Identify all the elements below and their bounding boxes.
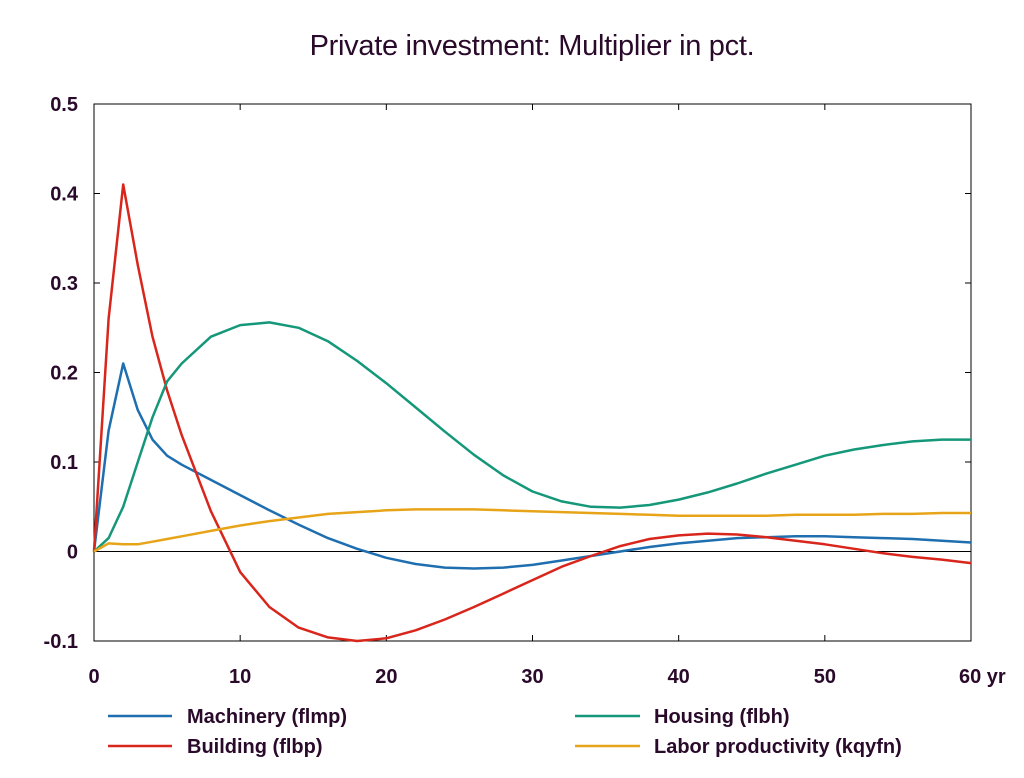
series-line-labor-productivity-kqyfn: [93, 508, 971, 553]
plot-frame: [93, 103, 972, 642]
x-tick-label: 10: [229, 666, 251, 688]
x-tick-label: 50: [814, 666, 836, 688]
y-tick-label: 0.3: [50, 273, 78, 295]
y-axis-ticks: -0.1 0 0.1 0.2 0.3 0.4 0.5: [44, 94, 971, 653]
y-tick-label: 0: [67, 542, 78, 564]
legend: Machinery (flmp) Building (flbp) Housing (…: [108, 706, 902, 758]
y-tick-label: 0.5: [50, 94, 78, 116]
series-line-machinery-flmp: [92, 362, 972, 570]
legend-label: Building (flbp): [187, 736, 323, 758]
x-axis-ticks: 0 10 20 30 40 50 60 yr: [88, 104, 1006, 688]
y-tick-label: 0.1: [50, 452, 78, 474]
legend-label: Machinery (flmp): [187, 706, 347, 728]
chart-title: Private investment: Multiplier in pct.: [309, 30, 755, 62]
y-tick-label: 0.4: [50, 184, 79, 206]
legend-label: Labor productivity (kqyfn): [654, 736, 902, 758]
series-line-housing-flbh: [93, 321, 971, 553]
x-tick-label: 0: [88, 666, 99, 688]
x-tick-label: 30: [521, 666, 543, 688]
series-lines: [92, 183, 972, 643]
x-tick-label: 60 yr: [959, 666, 1006, 688]
y-tick-label: 0.2: [50, 363, 78, 385]
series-line-building-flbp: [92, 183, 972, 643]
x-tick-label: 20: [375, 666, 397, 688]
x-tick-label: 40: [668, 666, 690, 688]
y-tick-label: -0.1: [44, 631, 78, 653]
legend-label: Housing (flbh): [654, 706, 790, 728]
